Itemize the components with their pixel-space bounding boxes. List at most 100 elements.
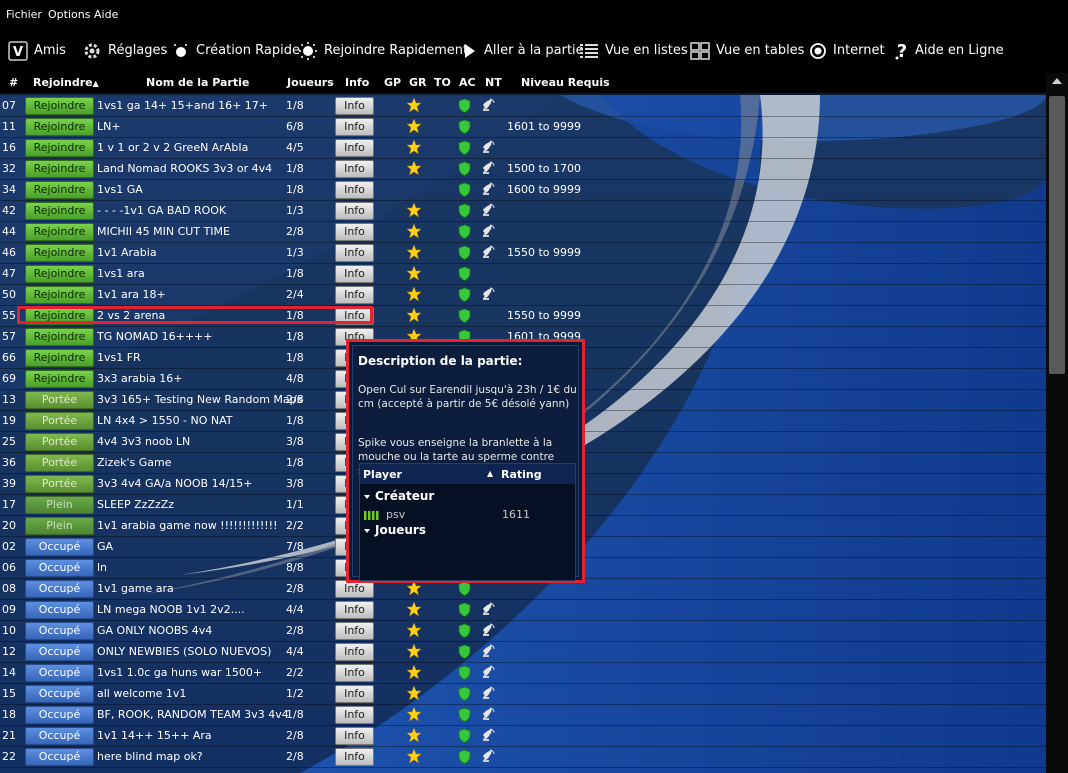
- join-button[interactable]: Rejoindre: [25, 349, 94, 367]
- info-button[interactable]: Info: [335, 601, 374, 619]
- scroll-thumb[interactable]: [1049, 96, 1065, 374]
- info-button[interactable]: Info: [335, 97, 374, 115]
- join-button[interactable]: Rejoindre: [25, 202, 94, 220]
- table-row[interactable]: 34 Rejoindre 1vs1 GA 1/8 Info 1600 to 9999: [0, 179, 1046, 201]
- table-row[interactable]: 22 Occupé here blind map ok? 2/8 Info: [0, 746, 1046, 768]
- info-button[interactable]: Info: [335, 685, 374, 703]
- internet-button[interactable]: Internet: [809, 28, 885, 73]
- vue-listes-button[interactable]: Vue en listes: [579, 28, 688, 73]
- reglages-button[interactable]: Réglages: [82, 28, 167, 73]
- table-row[interactable]: 18 Occupé BF, ROOK, RANDOM TEAM 3v3 4v4 1/8…: [0, 704, 1046, 726]
- info-button[interactable]: Info: [335, 286, 374, 304]
- join-button[interactable]: Occupé: [25, 643, 94, 661]
- info-button[interactable]: Info: [335, 727, 374, 745]
- table-row[interactable]: 15 Occupé all welcome 1v1 1/2 Info: [0, 683, 1046, 705]
- info-button[interactable]: Info: [335, 643, 374, 661]
- group-joueurs[interactable]: Joueurs: [364, 523, 426, 537]
- info-button[interactable]: Info: [335, 622, 374, 640]
- col-num[interactable]: #: [9, 76, 19, 89]
- aller-partie-button[interactable]: Aller à la partie: [462, 28, 584, 73]
- table-row[interactable]: 55 Rejoindre 2 vs 2 arena 1/8 Info 1550 to 99…: [0, 305, 1046, 327]
- join-button[interactable]: Rejoindre: [25, 118, 94, 136]
- join-button[interactable]: Portée: [25, 391, 94, 409]
- table-row[interactable]: 47 Rejoindre 1vs1 ara 1/8 Info: [0, 263, 1046, 285]
- join-button[interactable]: Rejoindre: [25, 160, 94, 178]
- info-button[interactable]: Info: [335, 160, 374, 178]
- col-info[interactable]: Info: [345, 76, 370, 89]
- info-button[interactable]: Info: [335, 181, 374, 199]
- table-row[interactable]: 12 Occupé ONLY NEWBIES (SOLO NUEVOS) 4/4 Inf…: [0, 641, 1046, 663]
- table-row[interactable]: 14 Occupé 1vs1 1.0c ga huns war 1500+ 2/2 In…: [0, 662, 1046, 684]
- col-gr[interactable]: GR: [409, 76, 427, 89]
- table-row[interactable]: 16 Rejoindre 1 v 1 or 2 v 2 GreeN ArAbIa 4…: [0, 137, 1046, 159]
- join-button[interactable]: Plein: [25, 496, 94, 514]
- menu-fichier[interactable]: Fichier: [6, 8, 42, 21]
- table-row[interactable]: 11 Rejoindre LN+ 6/8 Info 1601 to 9999: [0, 116, 1046, 138]
- creation-rapide-button[interactable]: Création Rapide: [172, 28, 300, 73]
- info-button[interactable]: Info: [335, 664, 374, 682]
- join-button[interactable]: Occupé: [25, 727, 94, 745]
- aide-en-ligne-button[interactable]: ? Aide en Ligne: [894, 28, 1004, 73]
- scroll-up-icon[interactable]: [1052, 78, 1062, 84]
- join-button[interactable]: Occupé: [25, 748, 94, 766]
- join-button[interactable]: Rejoindre: [25, 97, 94, 115]
- join-button[interactable]: Portée: [25, 412, 94, 430]
- info-button[interactable]: Info: [335, 202, 374, 220]
- col-nt[interactable]: NT: [485, 76, 502, 89]
- join-button[interactable]: Occupé: [25, 622, 94, 640]
- info-button[interactable]: Info: [335, 223, 374, 241]
- join-button[interactable]: Portée: [25, 433, 94, 451]
- join-button[interactable]: Occupé: [25, 580, 94, 598]
- table-row[interactable]: 44 Rejoindre MICHII 45 MIN CUT TIME 2/8 Info: [0, 221, 1046, 243]
- col-rating[interactable]: Rating: [501, 468, 542, 481]
- col-ac[interactable]: AC: [459, 76, 476, 89]
- join-button[interactable]: Occupé: [25, 664, 94, 682]
- col-players[interactable]: Joueurs: [287, 76, 334, 89]
- col-join[interactable]: Rejoindre▲: [33, 76, 99, 89]
- join-button[interactable]: Rejoindre: [25, 244, 94, 262]
- info-button[interactable]: Info: [335, 748, 374, 766]
- info-button[interactable]: Info: [335, 265, 374, 283]
- join-button[interactable]: Rejoindre: [25, 265, 94, 283]
- col-to[interactable]: TO: [434, 76, 451, 89]
- col-player[interactable]: Player: [363, 468, 402, 481]
- join-button[interactable]: Rejoindre: [25, 223, 94, 241]
- join-button[interactable]: Occupé: [25, 559, 94, 577]
- join-button[interactable]: Rejoindre: [25, 286, 94, 304]
- join-button[interactable]: Occupé: [25, 538, 94, 556]
- info-button[interactable]: Info: [335, 139, 374, 157]
- info-button[interactable]: Info: [335, 580, 374, 598]
- table-row[interactable]: 50 Rejoindre 1v1 ara 18+ 2/4 Info: [0, 284, 1046, 306]
- join-button[interactable]: Occupé: [25, 706, 94, 724]
- table-row[interactable]: 21 Occupé 1v1 14++ 15++ Ara 2/8 Info: [0, 725, 1046, 747]
- table-row[interactable]: 10 Occupé GA ONLY NOOBS 4v4 2/8 Info: [0, 620, 1046, 642]
- amis-button[interactable]: V Amis: [8, 28, 66, 73]
- vertical-scrollbar[interactable]: [1046, 73, 1068, 773]
- table-row[interactable]: 08 Occupé 1v1 game ara 2/8 Info: [0, 578, 1046, 600]
- join-button[interactable]: Occupé: [25, 601, 94, 619]
- creator-row[interactable]: psv 1611: [364, 508, 564, 522]
- info-button[interactable]: Info: [335, 118, 374, 136]
- table-row[interactable]: 32 Rejoindre Land Nomad ROOKS 3v3 or 4v4 1/…: [0, 158, 1046, 180]
- info-button[interactable]: Info: [335, 706, 374, 724]
- join-button[interactable]: Occupé: [25, 685, 94, 703]
- join-button[interactable]: Plein: [25, 517, 94, 535]
- join-button[interactable]: Rejoindre: [25, 307, 94, 325]
- rejoindre-rapidement-button[interactable]: Rejoindre Rapidement: [298, 28, 468, 73]
- col-level[interactable]: Niveau Requis: [521, 76, 610, 89]
- join-button[interactable]: Portée: [25, 454, 94, 472]
- table-row[interactable]: 46 Rejoindre 1v1 Arabia 1/3 Info 1550 to 9999: [0, 242, 1046, 264]
- menu-options[interactable]: Options: [48, 8, 91, 21]
- col-gp[interactable]: GP: [384, 76, 402, 89]
- group-createur[interactable]: Créateur: [364, 489, 434, 503]
- col-name[interactable]: Nom de la Partie: [146, 76, 250, 89]
- join-button[interactable]: Rejoindre: [25, 139, 94, 157]
- join-button[interactable]: Portée: [25, 475, 94, 493]
- menu-aide[interactable]: Aide: [94, 8, 119, 21]
- table-row[interactable]: 42 Rejoindre - - - -1v1 GA BAD ROOK 1/3 Info: [0, 200, 1046, 222]
- table-row[interactable]: 09 Occupé LN mega NOOB 1v1 2v2.... 4/4 Info: [0, 599, 1046, 621]
- info-button[interactable]: Info: [335, 244, 374, 262]
- vue-tables-button[interactable]: Vue en tables: [690, 28, 804, 73]
- join-button[interactable]: Rejoindre: [25, 370, 94, 388]
- join-button[interactable]: Rejoindre: [25, 328, 94, 346]
